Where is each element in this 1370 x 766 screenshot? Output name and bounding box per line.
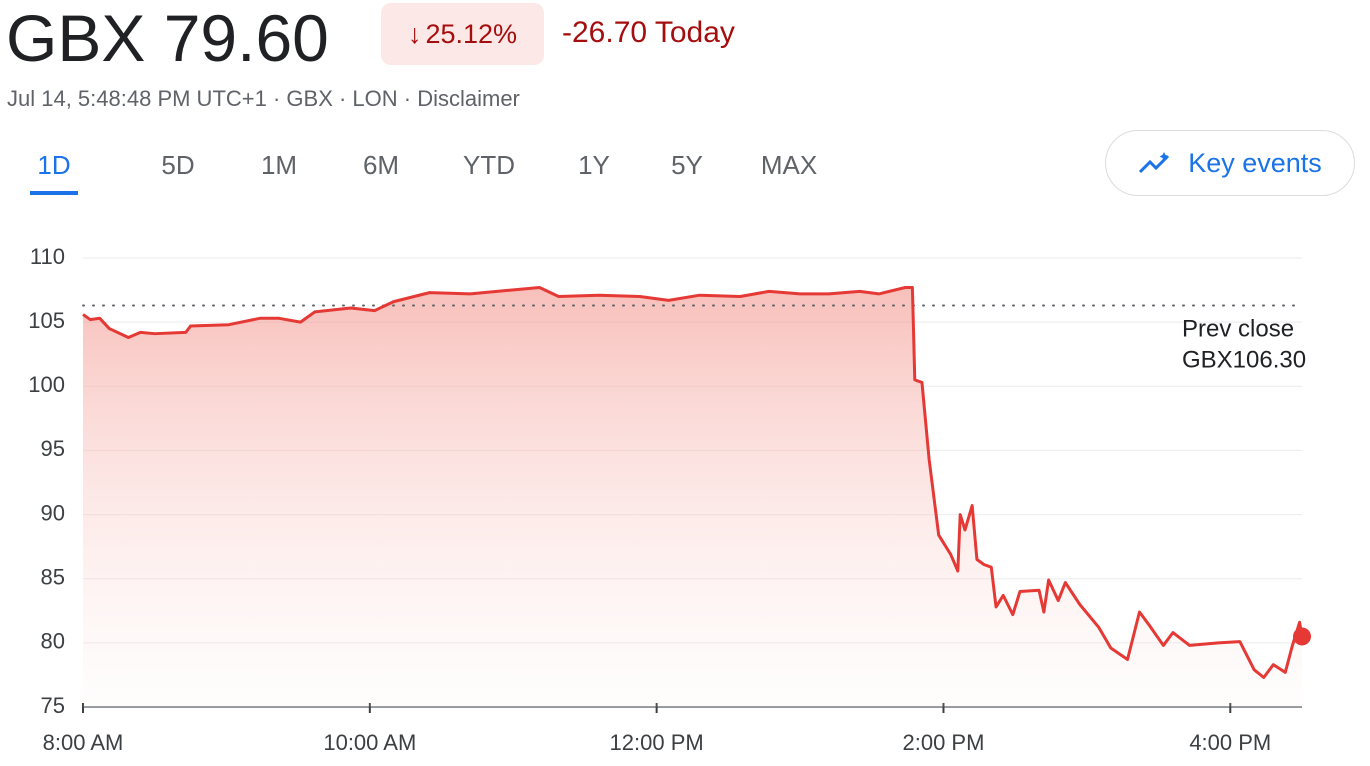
range-tab[interactable]: MAX xyxy=(760,150,818,180)
y-tick-label: 90 xyxy=(41,500,65,525)
y-tick-label: 75 xyxy=(41,693,65,718)
range-tabs: 1D 5D 1M 6M YTD 1Y 5Y MAX xyxy=(30,146,844,195)
change-today: -26.70 Today xyxy=(562,16,735,49)
sparkle-icon xyxy=(1139,152,1170,174)
arrow-icon: ↓ xyxy=(407,18,422,49)
key-events-button[interactable]: Key events xyxy=(1105,130,1355,196)
x-tick-label: 4:00 PM xyxy=(1189,730,1271,755)
last-point xyxy=(1293,627,1311,646)
prev-close-label: Prev close xyxy=(1182,315,1294,342)
y-tick-label: 95 xyxy=(41,436,65,461)
change-badge: ↓ 25.12% xyxy=(381,3,544,65)
range-tab[interactable]: 5Y xyxy=(671,150,703,180)
range-tab[interactable]: 1M xyxy=(260,150,298,180)
y-tick-label: 100 xyxy=(28,372,65,397)
y-tick-label: 105 xyxy=(28,308,65,333)
prev-close-value: GBX106.30 xyxy=(1182,346,1306,373)
range-tab[interactable]: 1D xyxy=(30,146,78,195)
y-tick-label: 85 xyxy=(41,565,65,590)
change-percent: 25.12% xyxy=(425,18,518,49)
key-events-label: Key events xyxy=(1188,147,1322,178)
x-tick-label: 12:00 PM xyxy=(610,730,704,755)
price: GBX 79.60 xyxy=(6,1,329,75)
y-tick-label: 80 xyxy=(41,629,65,654)
range-tab[interactable]: 1Y xyxy=(578,150,610,180)
x-tick-label: 2:00 PM xyxy=(903,730,985,755)
meta-info: Jul 14, 5:48:48 PM UTC+1 · GBX · LON · D… xyxy=(7,86,520,111)
x-tick-label: 10:00 AM xyxy=(323,730,416,755)
x-tick-label: 8:00 AM xyxy=(43,730,124,755)
range-tab[interactable]: 6M xyxy=(362,150,400,180)
area xyxy=(83,287,1302,707)
range-tab[interactable]: 5D xyxy=(161,150,195,180)
price-line xyxy=(82,286,1304,679)
range-tab[interactable]: YTD xyxy=(463,150,515,180)
y-tick-label: 110 xyxy=(30,244,65,269)
